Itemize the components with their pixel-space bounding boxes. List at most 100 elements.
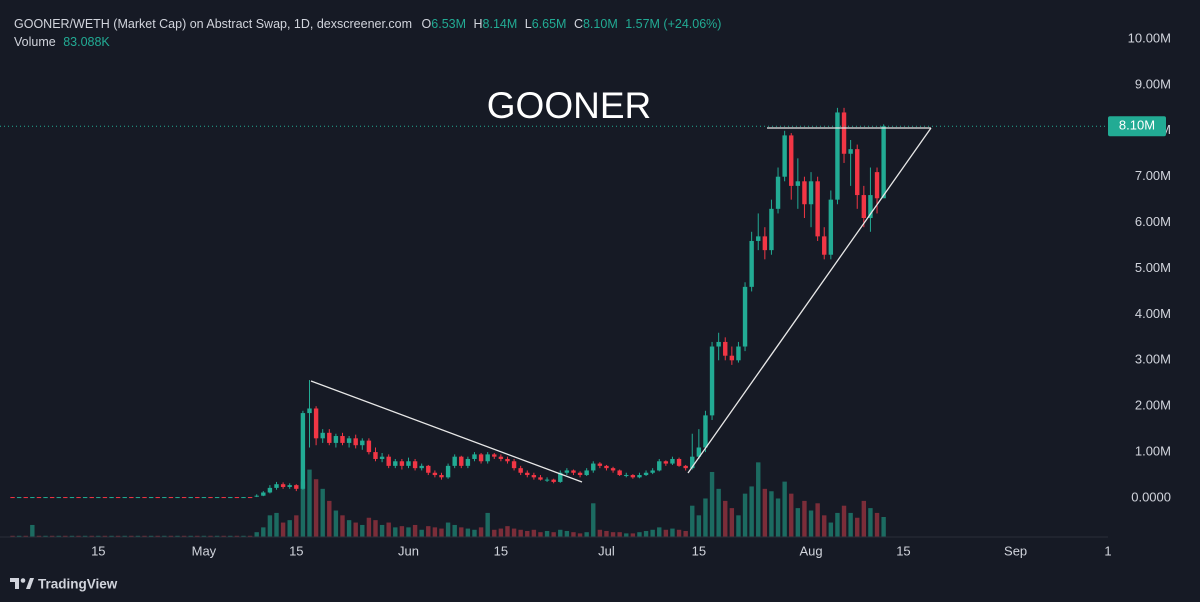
candle-body bbox=[762, 236, 768, 251]
volume-bar bbox=[23, 535, 28, 537]
volume-bar bbox=[703, 498, 708, 537]
volume-bar bbox=[782, 481, 787, 537]
candle-body bbox=[465, 458, 471, 466]
candle-body bbox=[643, 472, 649, 476]
candle-body bbox=[30, 497, 35, 499]
candle-body bbox=[749, 240, 754, 287]
volume-bar bbox=[122, 535, 127, 537]
volume-bar bbox=[848, 512, 853, 537]
volume-bar bbox=[624, 533, 629, 537]
volume-bar bbox=[102, 535, 108, 537]
volume-bar bbox=[148, 535, 154, 537]
volume-bar bbox=[234, 535, 240, 537]
volume-bar bbox=[742, 493, 748, 537]
candle-body bbox=[234, 497, 240, 499]
candle-body bbox=[63, 497, 68, 499]
candle-body bbox=[597, 463, 603, 466]
candle-body bbox=[604, 465, 609, 469]
volume-bar bbox=[155, 535, 160, 537]
volume-bar bbox=[56, 535, 61, 537]
volume-bar bbox=[571, 532, 576, 537]
volume-bar bbox=[247, 535, 253, 537]
volume-bar bbox=[340, 515, 345, 537]
volume-bar bbox=[399, 526, 405, 537]
volume-bar bbox=[96, 535, 101, 537]
volume-bar bbox=[287, 520, 292, 537]
volume-legend: Volume 83.088K bbox=[14, 35, 110, 49]
volume-bar bbox=[254, 532, 259, 537]
candle-body bbox=[122, 497, 127, 499]
volume-bar bbox=[802, 500, 807, 537]
candle-body bbox=[175, 497, 180, 499]
y-tick-label: 7.00M bbox=[1135, 168, 1171, 183]
candle-body bbox=[564, 470, 570, 473]
candle-body bbox=[511, 461, 517, 469]
volume-bar bbox=[505, 526, 510, 537]
volume-bar bbox=[485, 512, 490, 537]
volume-bar bbox=[274, 512, 279, 537]
candle-body bbox=[43, 497, 48, 499]
volume-bar bbox=[373, 520, 378, 537]
candle-body bbox=[228, 497, 233, 499]
volume-bar bbox=[525, 530, 530, 537]
candle-body bbox=[709, 346, 715, 416]
candle-body bbox=[208, 497, 213, 499]
volume-bar bbox=[676, 529, 682, 537]
candle-body bbox=[320, 432, 325, 439]
candle-body bbox=[280, 484, 286, 487]
candle-body bbox=[657, 461, 662, 471]
volume-bar bbox=[670, 528, 675, 537]
candle-body bbox=[485, 454, 490, 462]
volume-bar bbox=[419, 529, 424, 537]
candle-body bbox=[432, 472, 438, 476]
y-tick-label: 0.0000 bbox=[1131, 489, 1171, 504]
volume-bar bbox=[775, 498, 781, 537]
candle-body bbox=[214, 497, 220, 499]
volume-bar bbox=[723, 500, 728, 537]
volume-bar bbox=[432, 527, 438, 537]
x-tick-label: Aug bbox=[799, 543, 822, 558]
candle-body bbox=[558, 472, 563, 482]
brand-logo bbox=[10, 578, 34, 589]
candle-body bbox=[861, 195, 867, 219]
legend-value: 6.65M bbox=[532, 17, 567, 31]
price-marker bbox=[1108, 116, 1166, 137]
candle-body bbox=[135, 497, 141, 499]
volume-bar bbox=[327, 500, 332, 537]
candle-body bbox=[168, 497, 174, 499]
volume-bar bbox=[564, 530, 570, 537]
volume-bar bbox=[822, 515, 827, 537]
volume-bar bbox=[511, 528, 517, 537]
volume-bar bbox=[162, 535, 167, 537]
candle-body bbox=[254, 495, 259, 497]
volume-bar bbox=[175, 535, 180, 537]
x-tick-label: 15 bbox=[289, 543, 303, 558]
candle-body bbox=[412, 461, 418, 469]
volume-bar bbox=[228, 535, 233, 537]
volume-bar bbox=[63, 535, 68, 537]
symbol: GOONER/WETH (Market Cap) on Abstract Swa… bbox=[14, 17, 412, 31]
candle-body bbox=[241, 497, 246, 499]
x-tick-label: 15 bbox=[91, 543, 105, 558]
candle-body bbox=[478, 454, 484, 462]
candle-body bbox=[531, 475, 537, 478]
candle-body bbox=[439, 475, 444, 478]
candle-body bbox=[525, 472, 530, 476]
volume-bar bbox=[643, 530, 649, 537]
volume-bar bbox=[690, 505, 695, 537]
volume-bar bbox=[320, 488, 325, 537]
y-tick-label: 10.00M bbox=[1128, 30, 1171, 45]
volume-bar bbox=[841, 505, 847, 537]
candle-body bbox=[221, 497, 226, 499]
volume-bar bbox=[386, 522, 391, 537]
volume-bar bbox=[208, 535, 213, 537]
volume-bar bbox=[89, 535, 94, 537]
volume-bar bbox=[49, 535, 55, 537]
volume-bar bbox=[663, 529, 669, 537]
volume-bar bbox=[498, 528, 504, 537]
volume-bar bbox=[518, 529, 523, 537]
volume-bar bbox=[459, 527, 464, 537]
candle-body bbox=[360, 440, 365, 446]
candle-body bbox=[89, 497, 94, 499]
volume-bar bbox=[109, 535, 114, 537]
